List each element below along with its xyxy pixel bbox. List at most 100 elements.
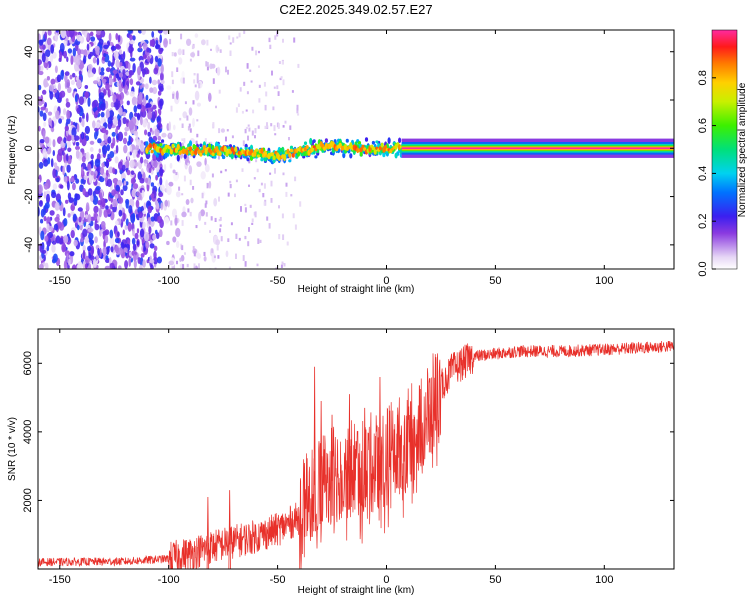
- spectrogram-noise-cell: [196, 119, 199, 122]
- spectrogram-noise-cell: [109, 229, 114, 239]
- spectrogram-noise-cell: [181, 138, 184, 141]
- spectrogram-noise-cell: [59, 42, 65, 53]
- spectrogram-ridge-cell: [312, 139, 316, 144]
- spectrogram-noise-cell: [274, 35, 277, 40]
- spectrogram-noise-cell: [132, 35, 136, 41]
- spectrogram-noise-cell: [138, 91, 143, 102]
- spectrogram-noise-cell: [269, 44, 272, 49]
- spectrogram-noise-cell: [244, 235, 247, 240]
- spectrogram-noise-cell: [121, 164, 126, 172]
- spectrogram-noise-cell: [256, 263, 259, 267]
- spectrogram-noise-cell: [44, 102, 47, 108]
- spectrogram-noise-cell: [131, 96, 137, 106]
- spectrogram-ridge-cell: [253, 149, 257, 157]
- spectrogram-noise-cell: [40, 208, 45, 218]
- spectrogram-noise-cell: [105, 169, 109, 177]
- spectrogram-noise-cell: [149, 258, 155, 264]
- spectrogram-noise-cell: [51, 51, 57, 59]
- spectrogram-noise-cell: [83, 175, 88, 181]
- spectrogram-noise-cell: [49, 210, 55, 216]
- spectrogram-noise-cell: [264, 125, 267, 129]
- spectrogram-noise-cell: [157, 90, 162, 96]
- spectrogram-ridge-cell: [159, 143, 163, 147]
- spectrogram-noise-cell: [177, 48, 182, 56]
- spectrogram-ridge-cell: [324, 138, 328, 143]
- spectrogram-noise-cell: [135, 199, 140, 209]
- snr-ytick-label: 6000: [22, 351, 34, 375]
- spectrogram-noise-cell: [242, 140, 245, 146]
- spectrogram-noise-cell: [93, 40, 96, 46]
- spectrogram-noise-cell: [94, 127, 99, 132]
- spectrogram-noise-cell: [63, 108, 67, 116]
- spectrogram-noise-cell: [235, 233, 238, 239]
- spectrogram-noise-cell: [113, 116, 118, 126]
- spectrogram-noise-cell: [91, 159, 94, 169]
- spectrogram-noise-cell: [214, 267, 217, 269]
- spectrogram-noise-cell: [87, 228, 94, 233]
- spectrogram-noise-cell: [110, 246, 114, 253]
- spectrogram-noise-cell: [115, 72, 119, 79]
- spectrogram-noise-cell: [244, 203, 247, 206]
- spectrogram-noise-cell: [189, 128, 192, 133]
- spectrogram-noise-cell: [92, 258, 97, 268]
- spectrogram-noise-cell: [43, 182, 49, 190]
- spectrogram-ytick-label: 20: [23, 94, 35, 106]
- spectrogram-noise-cell: [94, 158, 101, 168]
- spectrogram-noise-cell: [153, 67, 159, 75]
- spectrogram-noise-cell: [95, 110, 99, 115]
- spectrogram-noise-cell: [136, 153, 140, 158]
- spectrogram-noise-cell: [258, 65, 260, 68]
- spectrogram-noise-cell: [278, 205, 280, 209]
- spectrogram-ridge-cell: [185, 149, 189, 156]
- spectrogram-noise-cell: [248, 127, 251, 132]
- spectrogram-noise-cell: [93, 173, 97, 180]
- spectrogram-noise-cell: [193, 73, 196, 76]
- spectrogram-noise-cell: [116, 81, 120, 87]
- spectrogram-noise-cell: [97, 247, 100, 256]
- spectrogram-ridge-cell: [387, 137, 391, 145]
- spectrogram-noise-cell: [40, 106, 46, 111]
- spectrogram-noise-cell: [147, 55, 151, 63]
- spectrogram-noise-cell: [259, 239, 262, 243]
- spectrogram-noise-cell: [128, 70, 135, 76]
- spectrogram-noise-cell: [204, 164, 210, 173]
- spectrogram-noise-cell: [95, 255, 100, 261]
- spectrogram-noise-cell: [44, 235, 49, 242]
- spectrogram-noise-cell: [182, 264, 185, 269]
- spectrogram-noise-cell: [258, 84, 261, 88]
- spectrogram-noise-cell: [143, 159, 149, 164]
- spectrogram-noise-cell: [40, 230, 45, 241]
- spectrogram-noise-cell: [251, 218, 254, 223]
- spectrogram-noise-cell: [157, 30, 163, 34]
- colorbar: 0.0 0.2 0.4 0.6 0.8 Normalized spectral ampl…: [697, 29, 748, 277]
- spectrogram-noise-cell: [118, 209, 123, 217]
- spectrogram-noise-cell: [101, 127, 107, 134]
- spectrogram-noise-cell: [75, 56, 81, 66]
- spectrogram-noise-cell: [180, 254, 185, 262]
- spectrogram-xtick-label: -50: [270, 275, 286, 287]
- spectrogram-noise-cell: [131, 237, 136, 245]
- spectrogram-noise-cell: [281, 261, 284, 265]
- spectrogram-noise-cell: [38, 184, 43, 195]
- spectrogram-noise-cell: [152, 104, 157, 110]
- spectrogram-noise-cell: [288, 137, 290, 141]
- spectrogram-noise-cell: [219, 228, 222, 233]
- spectrogram-noise-cell: [93, 80, 99, 85]
- spectrogram-noise-cell: [256, 168, 259, 173]
- spectrogram-noise-cell: [48, 117, 52, 126]
- spectrogram-noise-cell: [187, 126, 190, 131]
- spectrogram-ridge-cell: [394, 152, 398, 159]
- spectrogram-noise-cell: [159, 167, 163, 177]
- spectrogram-noise-cell: [137, 66, 141, 76]
- spectrogram-noise-cell: [38, 33, 41, 41]
- spectrogram-noise-cell: [68, 129, 73, 135]
- spectrogram-noise-cell: [49, 90, 54, 100]
- spectrogram-noise-cell: [115, 128, 118, 135]
- spectrogram-noise-cell: [241, 168, 244, 172]
- spectrogram-ridge-cell: [223, 145, 227, 153]
- spectrogram-noise-cell: [104, 100, 109, 109]
- spectrogram-noise-cell: [71, 264, 77, 269]
- spectrogram-noise-cell: [135, 133, 139, 144]
- spectrogram-noise-cell: [142, 259, 146, 268]
- spectrogram-noise-cell: [62, 207, 66, 217]
